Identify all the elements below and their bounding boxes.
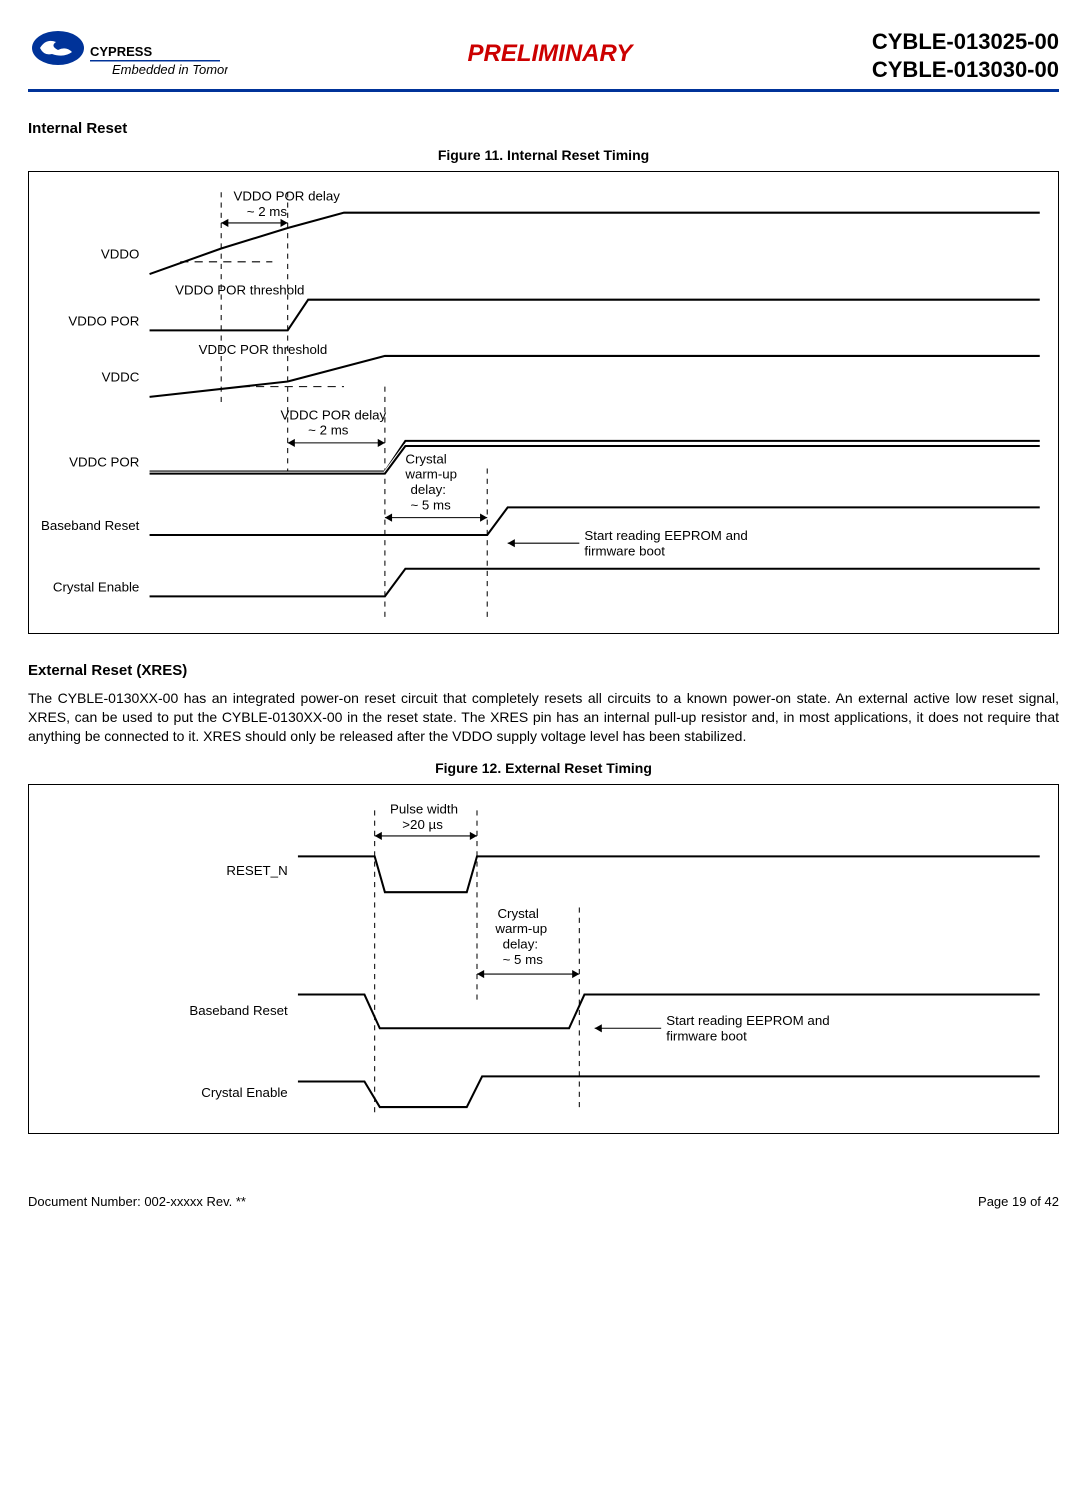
header-rule [28,89,1059,92]
part-number-1: CYBLE-013025-00 [872,28,1059,56]
note-xtal-l1: Crystal [405,451,446,466]
sig-label-baseband-reset-2: Baseband Reset [189,1003,288,1018]
doc-number: Document Number: 002-xxxxx Rev. ** [28,1194,246,1209]
sig-label-vddo-por: VDDO POR [68,313,139,328]
figure-12-caption: Figure 12. External Reset Timing [28,760,1059,776]
figure-12-box: Pulse width >20 µs RESET_N Crystal warm-… [28,784,1059,1134]
note-xtal-l3: delay: [410,482,445,497]
figure-11-diagram: VDDO VDDO POR delay ~ 2 ms VDDO POR thre… [37,182,1050,622]
sig-label-vddc: VDDC [102,370,140,385]
svg-text:CYPRESS: CYPRESS [90,44,152,59]
sig-label-reset-n: RESET_N [226,862,287,877]
sig-label-vddc-por: VDDC POR [69,454,139,469]
page-header: CYPRESS Embedded in Tomorrow™ PRELIMINAR… [28,28,1059,89]
figure-11-box: VDDO VDDO POR delay ~ 2 ms VDDO POR thre… [28,171,1059,634]
part-numbers: CYBLE-013025-00 CYBLE-013030-00 [872,28,1059,83]
section-heading-internal-reset: Internal Reset [28,120,1059,137]
note-vddc-por-delay-l1: VDDC POR delay [281,407,387,422]
page-number: Page 19 of 42 [978,1194,1059,1209]
xres-body-text: The CYBLE-0130XX-00 has an integrated po… [28,689,1059,746]
note-eeprom-l1: Start reading EEPROM and [584,528,747,543]
note-vddo-por-delay-l1: VDDO POR delay [233,188,340,203]
note-vddc-por-threshold: VDDC POR threshold [199,342,328,357]
note-pulse-l2: >20 µs [402,816,443,831]
figure-11-caption: Figure 11. Internal Reset Timing [28,147,1059,163]
note-xtal2-l2: warm-up [494,921,547,936]
preliminary-label: PRELIMINARY [467,40,632,68]
note-eeprom2-l2: firmware boot [666,1028,747,1043]
section-heading-external-reset: External Reset (XRES) [28,662,1059,679]
note-xtal2-l1: Crystal [497,905,538,920]
note-eeprom2-l1: Start reading EEPROM and [666,1013,829,1028]
note-xtal2-l4: ~ 5 ms [503,951,544,966]
logo: CYPRESS Embedded in Tomorrow™ [28,28,228,83]
part-number-2: CYBLE-013030-00 [872,56,1059,84]
note-pulse-l1: Pulse width [390,801,458,816]
note-xtal2-l3: delay: [503,936,538,951]
page-footer: Document Number: 002-xxxxx Rev. ** Page … [28,1194,1059,1209]
note-xtal-l2: warm-up [404,467,457,482]
cypress-logo-icon: CYPRESS Embedded in Tomorrow™ [28,28,228,83]
note-vddo-por-threshold: VDDO POR threshold [175,283,304,298]
note-vddc-por-delay-l2: ~ 2 ms [308,423,349,438]
sig-label-crystal-enable: Crystal Enable [53,579,139,594]
svg-text:Embedded in Tomorrow™: Embedded in Tomorrow™ [112,62,228,77]
sig-label-vddo: VDDO [101,247,139,262]
figure-12-diagram: Pulse width >20 µs RESET_N Crystal warm-… [37,795,1050,1122]
sig-label-baseband-reset: Baseband Reset [41,518,140,533]
note-vddo-por-delay-l2: ~ 2 ms [247,204,288,219]
note-xtal-l4: ~ 5 ms [410,497,451,512]
note-eeprom-l2: firmware boot [584,543,665,558]
sig-label-crystal-enable-2: Crystal Enable [201,1084,287,1099]
